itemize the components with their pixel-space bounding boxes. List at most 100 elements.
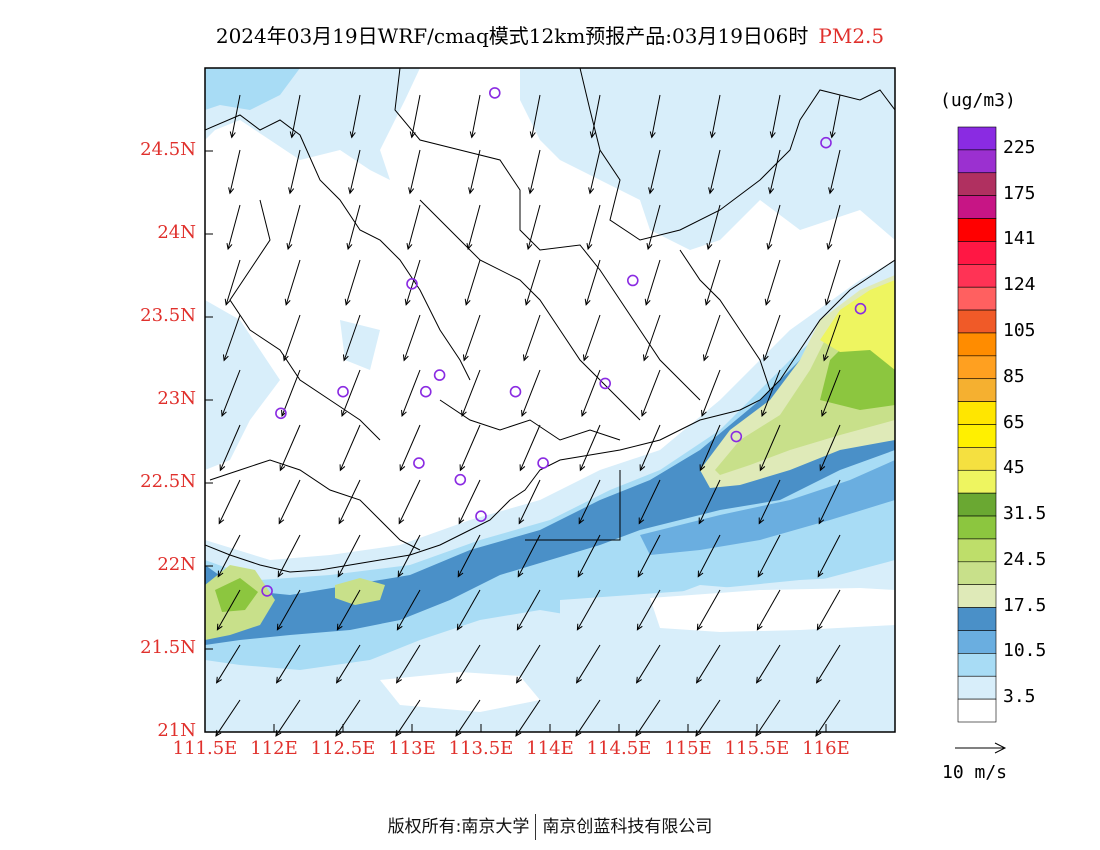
wind-arrow (288, 149, 301, 195)
station-marker (419, 385, 432, 398)
wind-arrow (399, 424, 421, 472)
wind-arrow (469, 94, 481, 139)
wind-arrow (517, 534, 541, 578)
wind-arrow (756, 589, 781, 631)
province-boundary-1 (205, 114, 471, 381)
wind-arrow (337, 534, 361, 578)
wind-arrow (401, 369, 421, 418)
legend-color-swatch (957, 241, 997, 265)
map-title-main: 2024年03月19日WRF/cmaq模式12km预报产品:03月19日06时 (215, 24, 809, 48)
wind-arrow (279, 424, 301, 472)
legend-label: 3.5 (1003, 686, 1036, 708)
wind-arrow (459, 424, 481, 472)
station-marker (275, 407, 287, 420)
wind-arrow (396, 644, 421, 684)
map-title-parameter: PM2.5 (818, 24, 885, 48)
wind-arrow (762, 314, 781, 362)
wind-arrow (341, 369, 361, 418)
station-marker (454, 473, 467, 486)
longitude-label: 114E (526, 738, 574, 759)
legend-label: 225 (1003, 136, 1036, 158)
legend-color-swatch (957, 515, 997, 540)
legend-color-swatch (957, 126, 997, 151)
wind-arrow (759, 424, 781, 472)
station-marker (413, 457, 425, 469)
legend-color-swatch (957, 561, 997, 585)
legend-color-swatch (957, 218, 997, 242)
hongkong-box (525, 470, 621, 541)
wind-arrow (458, 479, 481, 525)
wind-arrow (281, 369, 301, 418)
wind-arrow (516, 644, 541, 684)
wind-arrow (758, 479, 781, 525)
wind-arrow (528, 149, 541, 195)
wind-arrow (344, 259, 361, 306)
wind-arrow (697, 534, 721, 578)
wind-arrow (824, 259, 841, 306)
wind-arrow (818, 479, 841, 525)
wind-arrow (397, 534, 421, 578)
wind-arrow (519, 424, 541, 472)
wind-arrow (644, 259, 661, 306)
wind-arrow (708, 149, 721, 195)
legend-color-swatch (957, 264, 997, 288)
legend-color-swatch (957, 355, 997, 380)
wind-arrow (406, 204, 421, 251)
wind-arrow (817, 534, 841, 578)
wind-arrow (221, 369, 241, 418)
legend-color-swatch (957, 332, 997, 357)
wind-arrow (226, 204, 241, 251)
wind-arrow (284, 259, 301, 306)
wind-arrow (766, 204, 781, 251)
wind-arrow (579, 424, 601, 472)
province-boundary-2 (394, 68, 701, 401)
wind-arrow (228, 149, 241, 195)
wind-arrow (276, 589, 301, 631)
province-boundary-3 (579, 68, 895, 241)
wind-arrow (639, 424, 661, 472)
wind-arrow (642, 314, 661, 362)
legend-label: 141 (1003, 228, 1036, 250)
coastline (205, 259, 895, 573)
wind-arrow (524, 259, 541, 306)
pm25-field (205, 68, 895, 732)
legend-color-swatch (957, 309, 997, 334)
wind-arrow (286, 204, 301, 251)
wind-arrow (589, 94, 601, 139)
station-marker (433, 369, 446, 381)
wind-arrow (218, 479, 241, 525)
latitude-label: 22N (157, 554, 196, 575)
wind-arrow (229, 94, 241, 139)
wind-arrow (637, 534, 661, 578)
station-markers (261, 87, 867, 597)
longitude-label: 115E (664, 738, 712, 759)
wind-arrow (222, 314, 241, 362)
legend-color-swatch (957, 630, 997, 654)
footer-copyright: 版权所有:南京大学 (387, 817, 530, 837)
wind-arrow (769, 94, 781, 139)
wind-arrow (526, 204, 541, 251)
latitude-label: 22.5N (140, 471, 196, 492)
contour-northeast-low (520, 68, 895, 250)
latitude-label: 23N (157, 388, 196, 409)
wind-arrow (586, 204, 601, 251)
latitude-label: 21N (157, 720, 196, 741)
longitude-label: 112.5E (310, 738, 376, 759)
wind-arrow (456, 644, 481, 684)
legend-color-swatch (957, 286, 997, 311)
wind-arrow (581, 369, 601, 418)
wind-arrow (518, 479, 541, 525)
wind-arrow (829, 94, 841, 139)
wind-arrow (699, 424, 721, 472)
wind-arrow (576, 589, 601, 631)
contour-island-green (335, 578, 385, 605)
wind-arrow (638, 479, 661, 525)
station-marker (854, 302, 867, 315)
wind-arrow (756, 644, 781, 684)
county-boundary-5 (439, 399, 621, 441)
legend-label: 175 (1003, 182, 1036, 204)
wind-arrow (828, 149, 841, 195)
wind-arrow (709, 94, 721, 139)
legend-color-swatch (957, 698, 997, 723)
legend-color-swatch (957, 195, 997, 219)
